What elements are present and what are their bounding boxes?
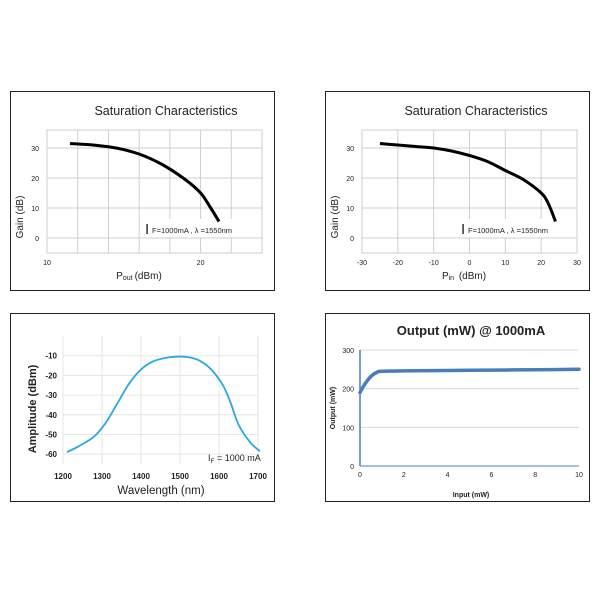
annotation-box (144, 219, 258, 237)
y-tick-label: 200 (342, 387, 354, 394)
y-tick-label: 30 (31, 146, 39, 153)
y-tick-label: 0 (35, 236, 39, 243)
y-tick-label: 0 (350, 464, 354, 471)
x-axis-label: Pout (dBm) (116, 271, 162, 282)
y-tick-label: 0 (350, 236, 354, 243)
x-tick-label: 1300 (93, 472, 111, 481)
saturation-chart-pin-svg: -30 -20 -10 0 10 20 30 0 10 20 30 Saturation Chara… (330, 104, 581, 282)
y-tick-label: -20 (45, 371, 57, 380)
chart-title: Saturation Characteristics (404, 104, 547, 118)
x-tick-label: 1700 (249, 472, 267, 481)
x-tick-label: 6 (489, 472, 493, 479)
y-axis-label: Output (mW) (330, 387, 337, 429)
y-tick-label: -50 (45, 430, 57, 439)
spectrum-chart: 1200 1300 1400 1500 1600 1700 -10 -20 -30 -40 -50 -… (10, 313, 275, 502)
x-tick-label: 1500 (171, 472, 189, 481)
saturation-chart-pout: 10 20 0 10 20 30 Saturation Characteristics G… (10, 91, 275, 291)
x-tick-label: 2 (402, 472, 406, 479)
output-chart: 0 2 4 6 8 10 0 100 200 300 Output (mW) @ 1000mA O… (325, 313, 590, 502)
y-tick-label: -60 (45, 450, 57, 459)
output-curve-line (358, 367, 581, 395)
gain-curve-line (69, 142, 221, 223)
x-tick-label: 10 (43, 260, 51, 267)
gain-curve-line (379, 142, 557, 223)
x-tick-label: 30 (573, 260, 581, 267)
x-tick-label: 10 (575, 472, 583, 479)
x-tick-label: -20 (393, 260, 403, 267)
x-tick-label: 1200 (54, 472, 72, 481)
annotation-text: F=1000mA , λ =1550nm (468, 226, 548, 235)
x-tick-label: -30 (357, 260, 367, 267)
annotation-text: IF = 1000 mA (208, 453, 261, 465)
spectrum-curve-line (66, 355, 261, 454)
annotation-current-symbol: I (461, 221, 465, 238)
x-tick-label: 1600 (210, 472, 228, 481)
x-axis-label: Wavelength (nm) (117, 485, 204, 497)
y-tick-label: 20 (31, 176, 39, 183)
y-tick-label: 100 (342, 425, 354, 432)
saturation-chart-pout-svg: 10 20 0 10 20 30 Saturation Characteristics G… (15, 104, 263, 282)
y-tick-label: 300 (342, 348, 354, 355)
y-tick-label: -40 (45, 411, 57, 420)
y-tick-label: -30 (45, 391, 57, 400)
y-tick-label: 30 (346, 146, 354, 153)
x-tick-label: 20 (537, 260, 545, 267)
y-axis-label: Amplitude (dBm) (27, 364, 39, 453)
y-axis-label: Gain (dB) (330, 196, 341, 239)
x-tick-label: 20 (197, 260, 205, 267)
spectrum-chart-svg: 1200 1300 1400 1500 1600 1700 -10 -20 -30 -40 -50 -… (27, 336, 267, 497)
annotation-current-symbol: I (145, 221, 149, 238)
annotation-box (460, 219, 576, 237)
annotation-text: F=1000mA , λ =1550nm (152, 226, 232, 235)
y-tick-label: -10 (45, 352, 57, 361)
x-tick-label: 0 (468, 260, 472, 267)
chart-title: Saturation Characteristics (94, 104, 237, 118)
x-tick-label: -10 (429, 260, 439, 267)
chart-title: Output (mW) @ 1000mA (397, 323, 546, 338)
y-tick-label: 20 (346, 176, 354, 183)
x-axis-label: Pin (dBm) (442, 271, 486, 282)
x-tick-label: 0 (358, 472, 362, 479)
x-axis-label: Input (mW) (453, 492, 490, 499)
y-tick-label: 10 (346, 206, 354, 213)
y-tick-label: 10 (31, 206, 39, 213)
x-tick-label: 4 (446, 472, 450, 479)
saturation-chart-pin: -30 -20 -10 0 10 20 30 0 10 20 30 Saturation Chara… (325, 91, 590, 291)
x-tick-label: 10 (501, 260, 509, 267)
x-tick-label: 8 (533, 472, 537, 479)
y-axis-label: Gain (dB) (15, 196, 26, 239)
x-tick-label: 1400 (132, 472, 150, 481)
